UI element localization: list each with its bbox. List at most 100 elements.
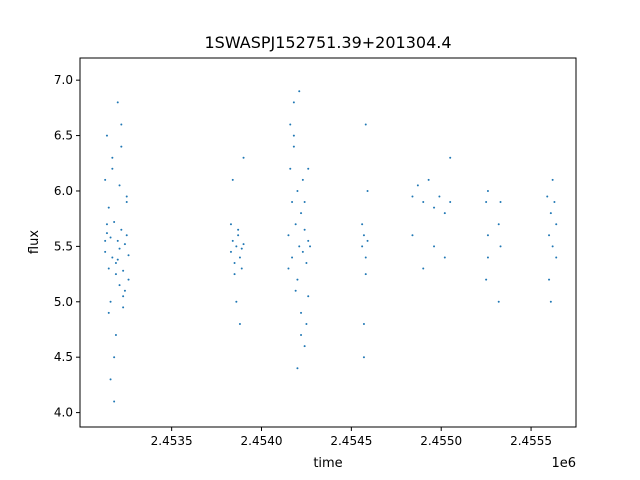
data-point: [113, 221, 116, 223]
data-point: [242, 243, 245, 246]
data-point: [111, 156, 114, 159]
data-point: [555, 256, 558, 259]
data-point: [551, 178, 554, 181]
data-point: [553, 201, 556, 204]
data-point: [118, 184, 121, 187]
data-point: [549, 212, 552, 215]
data-point: [107, 206, 110, 209]
data-point: [486, 189, 489, 192]
data-point: [548, 234, 551, 237]
data-point: [486, 256, 489, 259]
data-point: [118, 284, 121, 287]
data-point: [362, 322, 365, 325]
data-point: [125, 234, 128, 237]
y-tick-label: 4.5: [54, 350, 73, 364]
data-point: [296, 189, 299, 192]
data-point: [364, 273, 367, 276]
data-point: [449, 201, 452, 204]
data-point: [427, 178, 430, 181]
data-point: [125, 201, 128, 204]
y-axis-ticks: 4.0 4.5 5.0 5.5 6.0 6.5 7.0: [54, 73, 80, 420]
data-point: [229, 223, 232, 226]
data-point: [105, 232, 108, 235]
data-point: [104, 250, 107, 253]
data-point: [433, 206, 436, 209]
data-point: [127, 254, 130, 257]
data-point: [229, 250, 232, 253]
data-point: [303, 228, 306, 231]
data-point: [549, 300, 552, 303]
data-point: [123, 289, 126, 292]
data-point: [240, 267, 243, 270]
data-point: [292, 145, 295, 148]
data-point: [287, 234, 290, 237]
data-point: [411, 195, 414, 198]
data-point: [366, 239, 369, 242]
data-point: [120, 145, 123, 148]
data-point: [438, 195, 441, 198]
data-point: [361, 245, 364, 248]
data-point: [242, 156, 245, 159]
data-point: [105, 134, 108, 137]
data-point: [109, 236, 112, 239]
data-point: [296, 278, 299, 281]
x-tick-label: 2.4545: [330, 434, 372, 448]
data-point: [109, 300, 112, 303]
data-point: [237, 228, 240, 231]
data-point: [122, 306, 125, 309]
data-point: [113, 400, 116, 403]
data-point: [300, 311, 303, 314]
x-tick-label: 2.4535: [151, 434, 193, 448]
data-point: [361, 223, 364, 226]
data-point: [114, 334, 117, 337]
data-point: [499, 201, 502, 204]
data-point: [449, 156, 452, 159]
data-point: [107, 311, 110, 314]
data-point: [109, 378, 112, 381]
data-point: [287, 267, 290, 270]
plot-frame: [79, 57, 577, 428]
data-point: [235, 245, 238, 248]
data-point: [292, 101, 295, 104]
data-point: [107, 267, 110, 270]
data-point: [289, 123, 292, 126]
data-point: [433, 245, 436, 248]
data-point: [362, 234, 365, 237]
data-point: [238, 256, 241, 259]
data-point: [289, 167, 292, 170]
data-point: [307, 295, 310, 298]
data-point: [120, 123, 123, 126]
y-axis-label: flux: [27, 230, 42, 254]
data-point: [416, 184, 419, 187]
x-tick-label: 2.4555: [510, 434, 552, 448]
data-point: [546, 195, 549, 198]
y-tick-label: 6.0: [54, 184, 73, 198]
data-point: [364, 123, 367, 126]
x-tick-label: 2.4540: [241, 434, 283, 448]
data-point: [298, 245, 301, 248]
data-point: [555, 223, 558, 226]
data-point: [237, 234, 240, 237]
data-point: [116, 239, 119, 242]
data-point: [238, 322, 241, 325]
data-point: [362, 356, 365, 359]
data-point: [300, 334, 303, 337]
data-point: [120, 228, 123, 231]
x-axis-offset-label: 1e6: [551, 456, 576, 471]
data-point: [231, 239, 234, 242]
data-point: [303, 345, 306, 348]
data-point: [305, 322, 308, 325]
data-point: [114, 273, 117, 276]
data-point: [548, 278, 551, 281]
data-point: [422, 201, 425, 204]
data-point: [443, 212, 446, 215]
data-point: [104, 178, 107, 181]
x-tick-label: 2.4550: [420, 434, 462, 448]
data-point: [125, 195, 128, 198]
data-point: [111, 256, 114, 259]
data-point: [443, 256, 446, 259]
data-point: [122, 295, 125, 298]
data-point: [307, 167, 310, 170]
data-point: [309, 245, 312, 248]
